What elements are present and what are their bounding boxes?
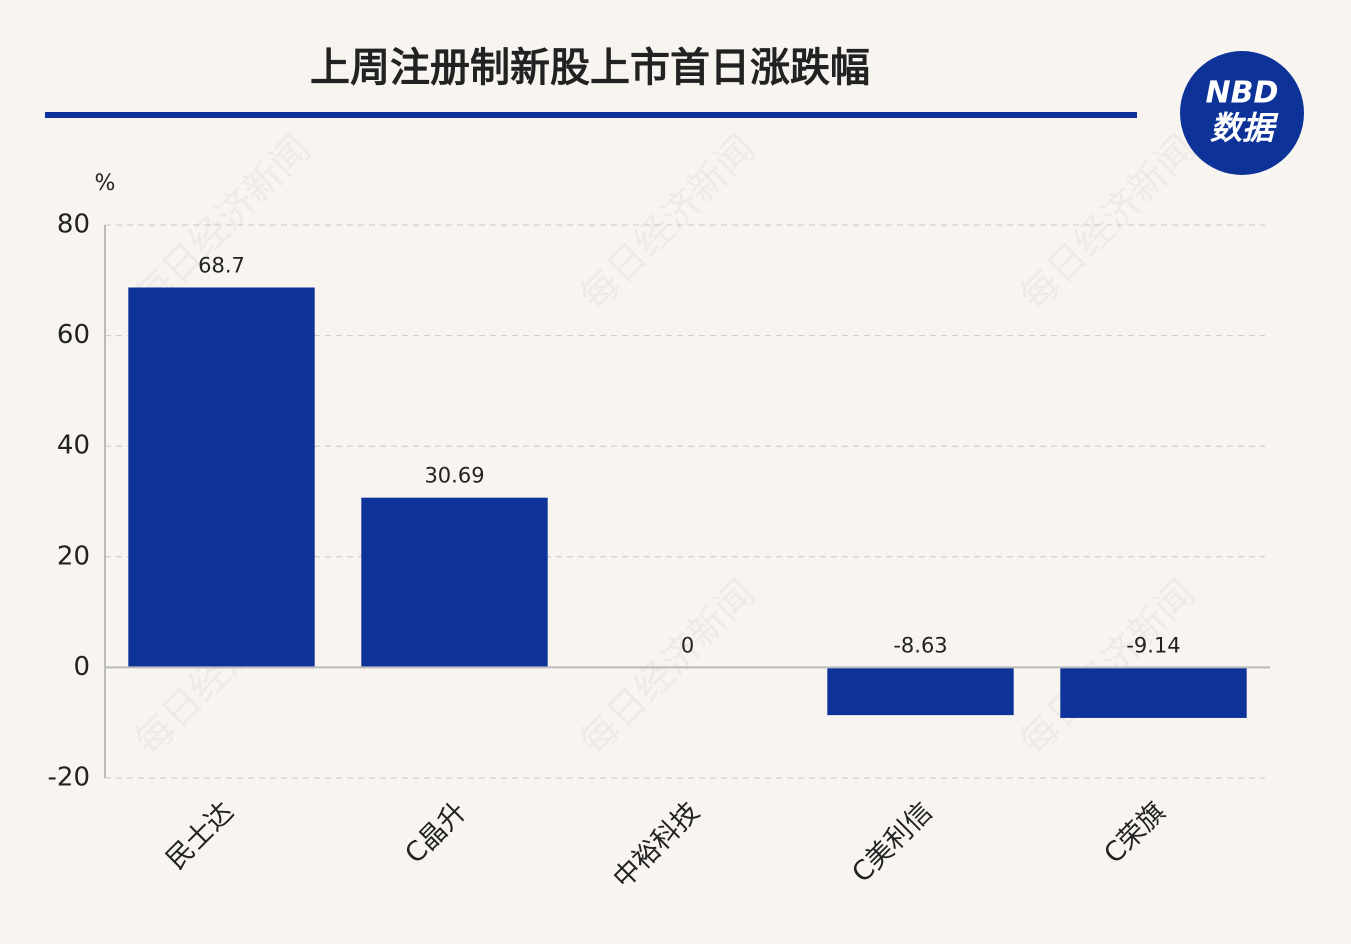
y-tick-label: 0 xyxy=(73,652,90,682)
bar xyxy=(128,287,315,668)
y-tick-label: 80 xyxy=(57,210,90,240)
value-label: 68.7 xyxy=(198,253,245,277)
y-tick-label: 40 xyxy=(57,431,90,461)
value-label: 0 xyxy=(681,633,694,657)
logo-brand: NBD xyxy=(1206,76,1279,111)
title-rule xyxy=(45,112,1137,118)
value-label: 30.69 xyxy=(424,464,484,488)
logo-badge xyxy=(1180,51,1304,175)
y-unit: % xyxy=(95,171,116,196)
bar xyxy=(1060,667,1247,718)
y-tick-label: -20 xyxy=(48,763,90,793)
chart-title: 上周注册制新股上市首日涨跌幅 xyxy=(310,45,870,91)
logo-label: 数据 xyxy=(1210,109,1279,147)
value-label: -8.63 xyxy=(893,633,947,657)
bar xyxy=(827,667,1014,716)
bar xyxy=(361,497,548,668)
value-label: -9.14 xyxy=(1126,633,1180,657)
y-tick-label: 60 xyxy=(57,320,90,350)
y-tick-label: 20 xyxy=(57,541,90,571)
